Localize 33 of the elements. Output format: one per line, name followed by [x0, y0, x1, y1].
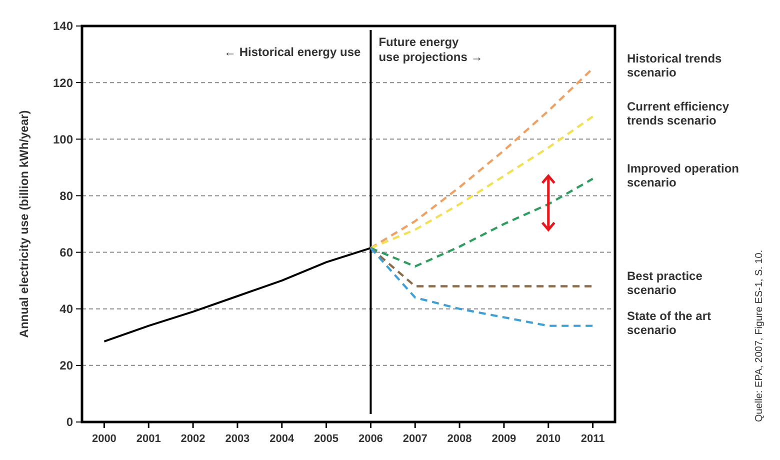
- text: Best practice scenario: [627, 269, 703, 298]
- line-series: [370, 246, 594, 327]
- line-series: [370, 67, 594, 250]
- y-tick-label: 60: [60, 245, 74, 260]
- text: Historical trends scenario: [627, 51, 722, 80]
- x-tick-label: 2008: [447, 433, 472, 445]
- x-tick-label: 2007: [402, 433, 428, 445]
- annotation: ← Historical energy use: [224, 45, 362, 59]
- text: Current efficiency trends scenario: [627, 100, 730, 128]
- y-tick-label: 80: [60, 188, 74, 203]
- text: State of the art scenario: [627, 308, 712, 337]
- x-tick-label: 2001: [136, 433, 161, 445]
- y-tick-label: 120: [52, 76, 74, 90]
- y-tick-label: 20: [60, 358, 74, 373]
- y-tick-label: 40: [60, 302, 74, 316]
- x-tick-label: 2006: [358, 433, 383, 445]
- annotation: Future energy use projections →: [378, 35, 483, 64]
- x-tick-label: 2009: [492, 433, 516, 445]
- x-tick-label: 2005: [314, 433, 339, 445]
- x-tick-label: 2002: [180, 433, 206, 445]
- y-tick-label: 100: [52, 132, 74, 146]
- x-tick-label: 2000: [92, 433, 116, 445]
- text: Improved operation scenario: [627, 162, 740, 190]
- line-series: [370, 115, 594, 250]
- x-tick-label: 2010: [536, 433, 561, 445]
- y-tick-label: 0: [66, 415, 74, 430]
- x-tick-label: 2011: [580, 433, 605, 445]
- x-tick-label: 2004: [270, 433, 295, 445]
- line-series: [370, 178, 594, 268]
- y-axis-title: Annual electricity use (billion kWh/year): [17, 110, 31, 338]
- x-tick-label: 2003: [225, 433, 250, 445]
- y-tick-label: 140: [52, 19, 74, 34]
- source-note: Quelle: EPA, 2007, Figure ES-1, S. 10.: [754, 250, 765, 422]
